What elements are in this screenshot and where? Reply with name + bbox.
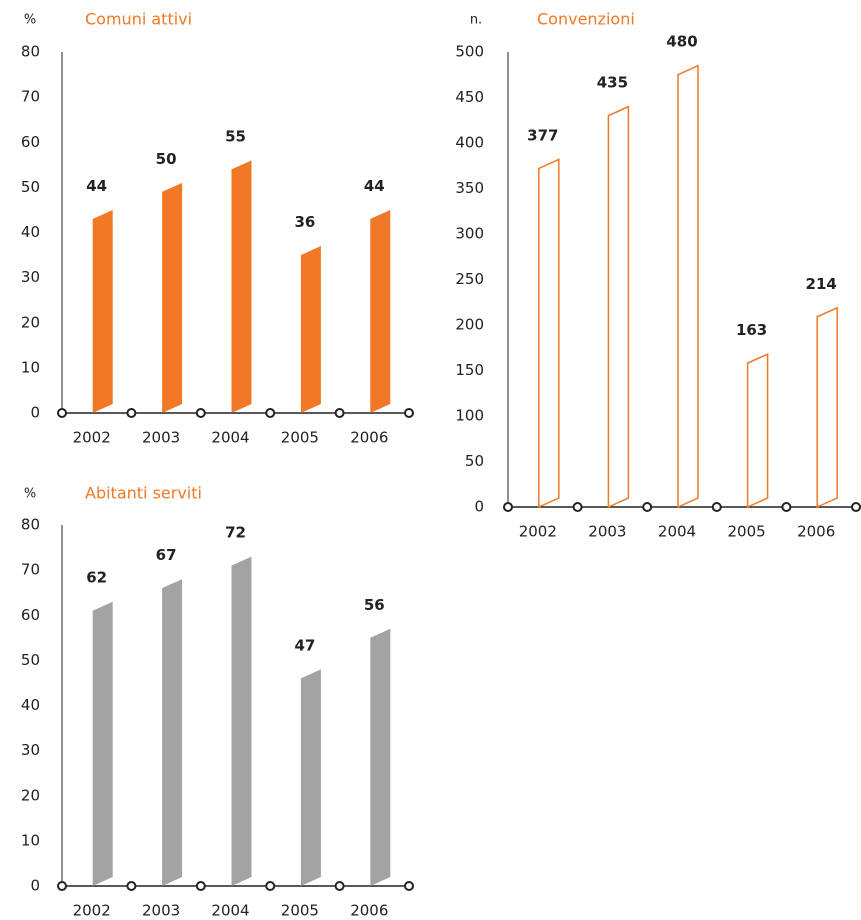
axis-node [404,881,414,891]
y-tick-label: 150 [455,361,484,379]
x-tick-label: 2002 [519,523,557,541]
x-tick-label: 2003 [142,429,180,447]
x-tick-label: 2006 [350,902,388,920]
value-label: 44 [86,177,107,195]
axis-node [126,408,137,418]
bar [162,182,183,413]
y-tick-label: 40 [21,696,40,714]
axis-node [126,881,137,891]
axis-node [334,408,345,418]
y-tick-label: 450 [455,88,484,106]
bar [677,64,699,509]
axis-node [265,408,276,418]
axis-node [195,408,206,418]
y-tick-label: 40 [21,223,40,241]
axis-node [404,408,414,418]
value-label: 56 [364,596,385,614]
unit-label: n. [470,13,482,28]
x-tick-label: 2005 [281,429,319,447]
axis-node [334,881,345,891]
y-tick-label: 30 [21,268,40,286]
value-label: 47 [294,636,315,654]
y-tick-label: 0 [30,404,40,422]
axis-node [195,881,206,891]
axis-node [711,502,722,512]
chart-title: Abitanti serviti [85,484,202,503]
y-tick-label: 400 [455,134,484,152]
axis-node [265,881,276,891]
y-tick-label: 60 [21,133,40,151]
unit-label: % [24,487,36,502]
y-tick-label: 70 [21,561,40,579]
x-tick-label: 2005 [728,523,766,541]
y-tick-label: 30 [21,741,40,759]
bar [816,306,838,509]
value-label: 435 [597,74,628,92]
x-tick-label: 2002 [73,902,111,920]
value-label: 44 [364,177,385,195]
y-tick-label: 80 [21,516,40,534]
bar [746,353,769,509]
x-tick-label: 2004 [658,523,696,541]
value-label: 50 [156,150,177,168]
bar [300,669,321,886]
y-tick-label: 300 [455,225,484,243]
y-tick-label: 50 [21,178,40,196]
bar [538,158,560,509]
y-tick-label: 70 [21,88,40,106]
value-label: 72 [225,524,246,542]
axis-node [572,502,583,512]
axis-node [57,408,67,418]
x-tick-label: 2003 [142,902,180,920]
x-tick-label: 2004 [211,429,249,447]
y-tick-label: 500 [455,43,484,61]
bar [92,209,113,413]
bar [300,246,321,413]
value-label: 163 [736,321,767,339]
y-tick-label: 50 [21,651,40,669]
y-tick-label: 250 [455,270,484,288]
y-tick-label: 350 [455,179,484,197]
x-tick-label: 2006 [797,523,835,541]
value-label: 62 [86,569,107,587]
value-label: 67 [156,546,177,564]
y-tick-label: 60 [21,606,40,624]
value-label: 480 [666,33,697,51]
bar [162,579,183,886]
y-tick-label: 0 [474,498,484,516]
x-tick-label: 2005 [281,902,319,920]
bar [231,160,252,413]
bar [607,105,630,509]
axis-node [57,881,67,891]
chart-title: Comuni attivi [85,10,192,29]
y-tick-label: 0 [30,877,40,895]
x-tick-label: 2006 [350,429,388,447]
y-tick-label: 20 [21,313,40,331]
y-tick-label: 100 [455,407,484,425]
bar [370,209,391,413]
x-tick-label: 2004 [211,902,249,920]
chart-title: Convenzioni [537,10,635,29]
y-tick-label: 10 [21,831,40,849]
bar [231,556,252,886]
bar [370,628,391,886]
axis-node [851,502,861,512]
y-tick-label: 200 [455,316,484,334]
y-tick-label: 80 [21,43,40,61]
x-tick-label: 2002 [73,429,111,447]
x-tick-label: 2003 [588,523,626,541]
y-tick-label: 20 [21,786,40,804]
axis-node [503,502,513,512]
value-label: 36 [294,213,315,231]
value-label: 214 [806,275,837,293]
unit-label: % [24,13,36,28]
y-tick-label: 50 [465,452,484,470]
value-label: 55 [225,127,246,145]
value-label: 377 [527,126,558,144]
bar [92,601,113,886]
y-tick-label: 10 [21,358,40,376]
axis-node [642,502,653,512]
axis-node [781,502,792,512]
